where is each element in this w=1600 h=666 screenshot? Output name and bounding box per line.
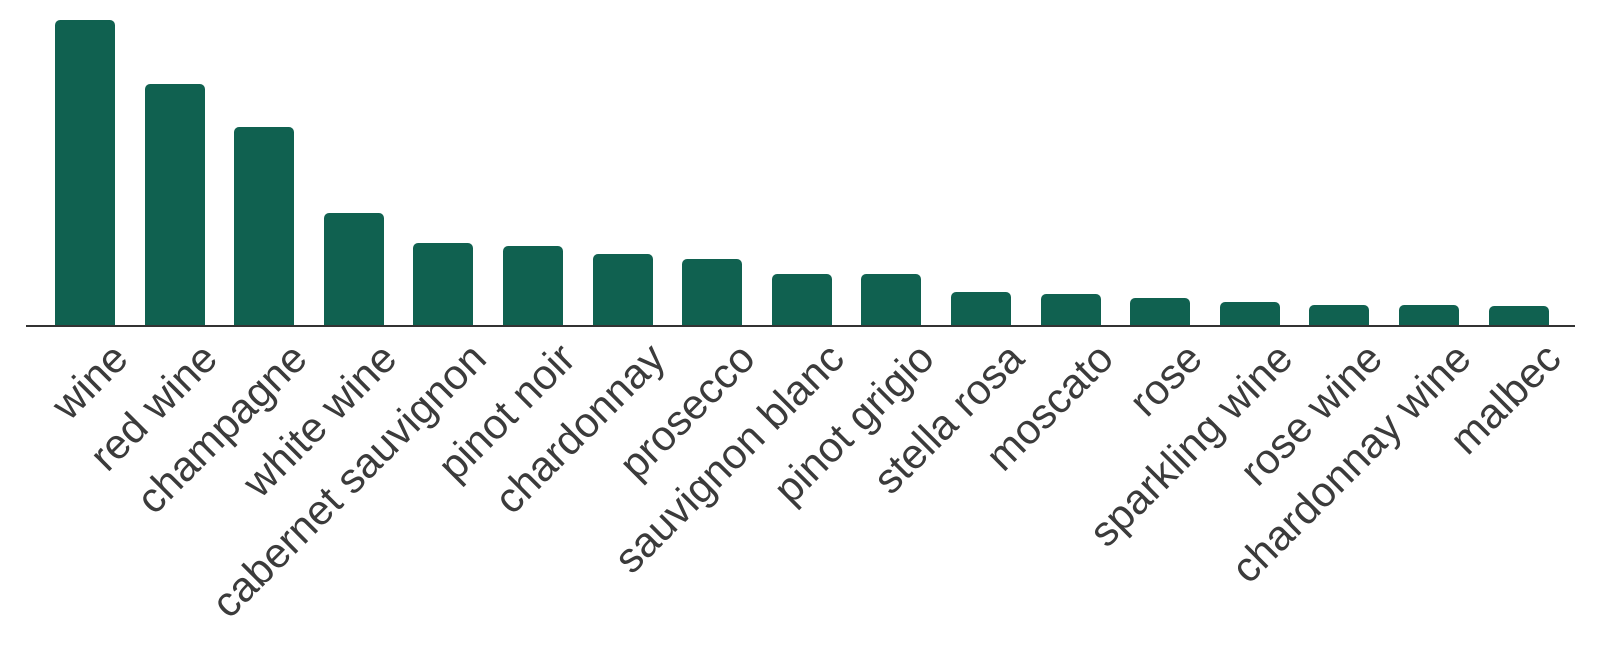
bar [1309,305,1370,326]
bar [144,84,205,326]
bar [323,213,384,326]
bar [771,274,832,326]
bar [1040,294,1101,326]
bar [861,274,922,326]
bar [55,20,115,326]
bar [413,243,474,326]
bar [592,254,653,326]
bar [1488,306,1549,326]
x-axis-line [26,325,1575,327]
bar [1399,305,1459,326]
bar [503,246,563,326]
bar [682,259,743,326]
bar [951,292,1011,326]
bar [234,127,295,326]
bar [1130,298,1191,326]
bar [1219,302,1280,326]
